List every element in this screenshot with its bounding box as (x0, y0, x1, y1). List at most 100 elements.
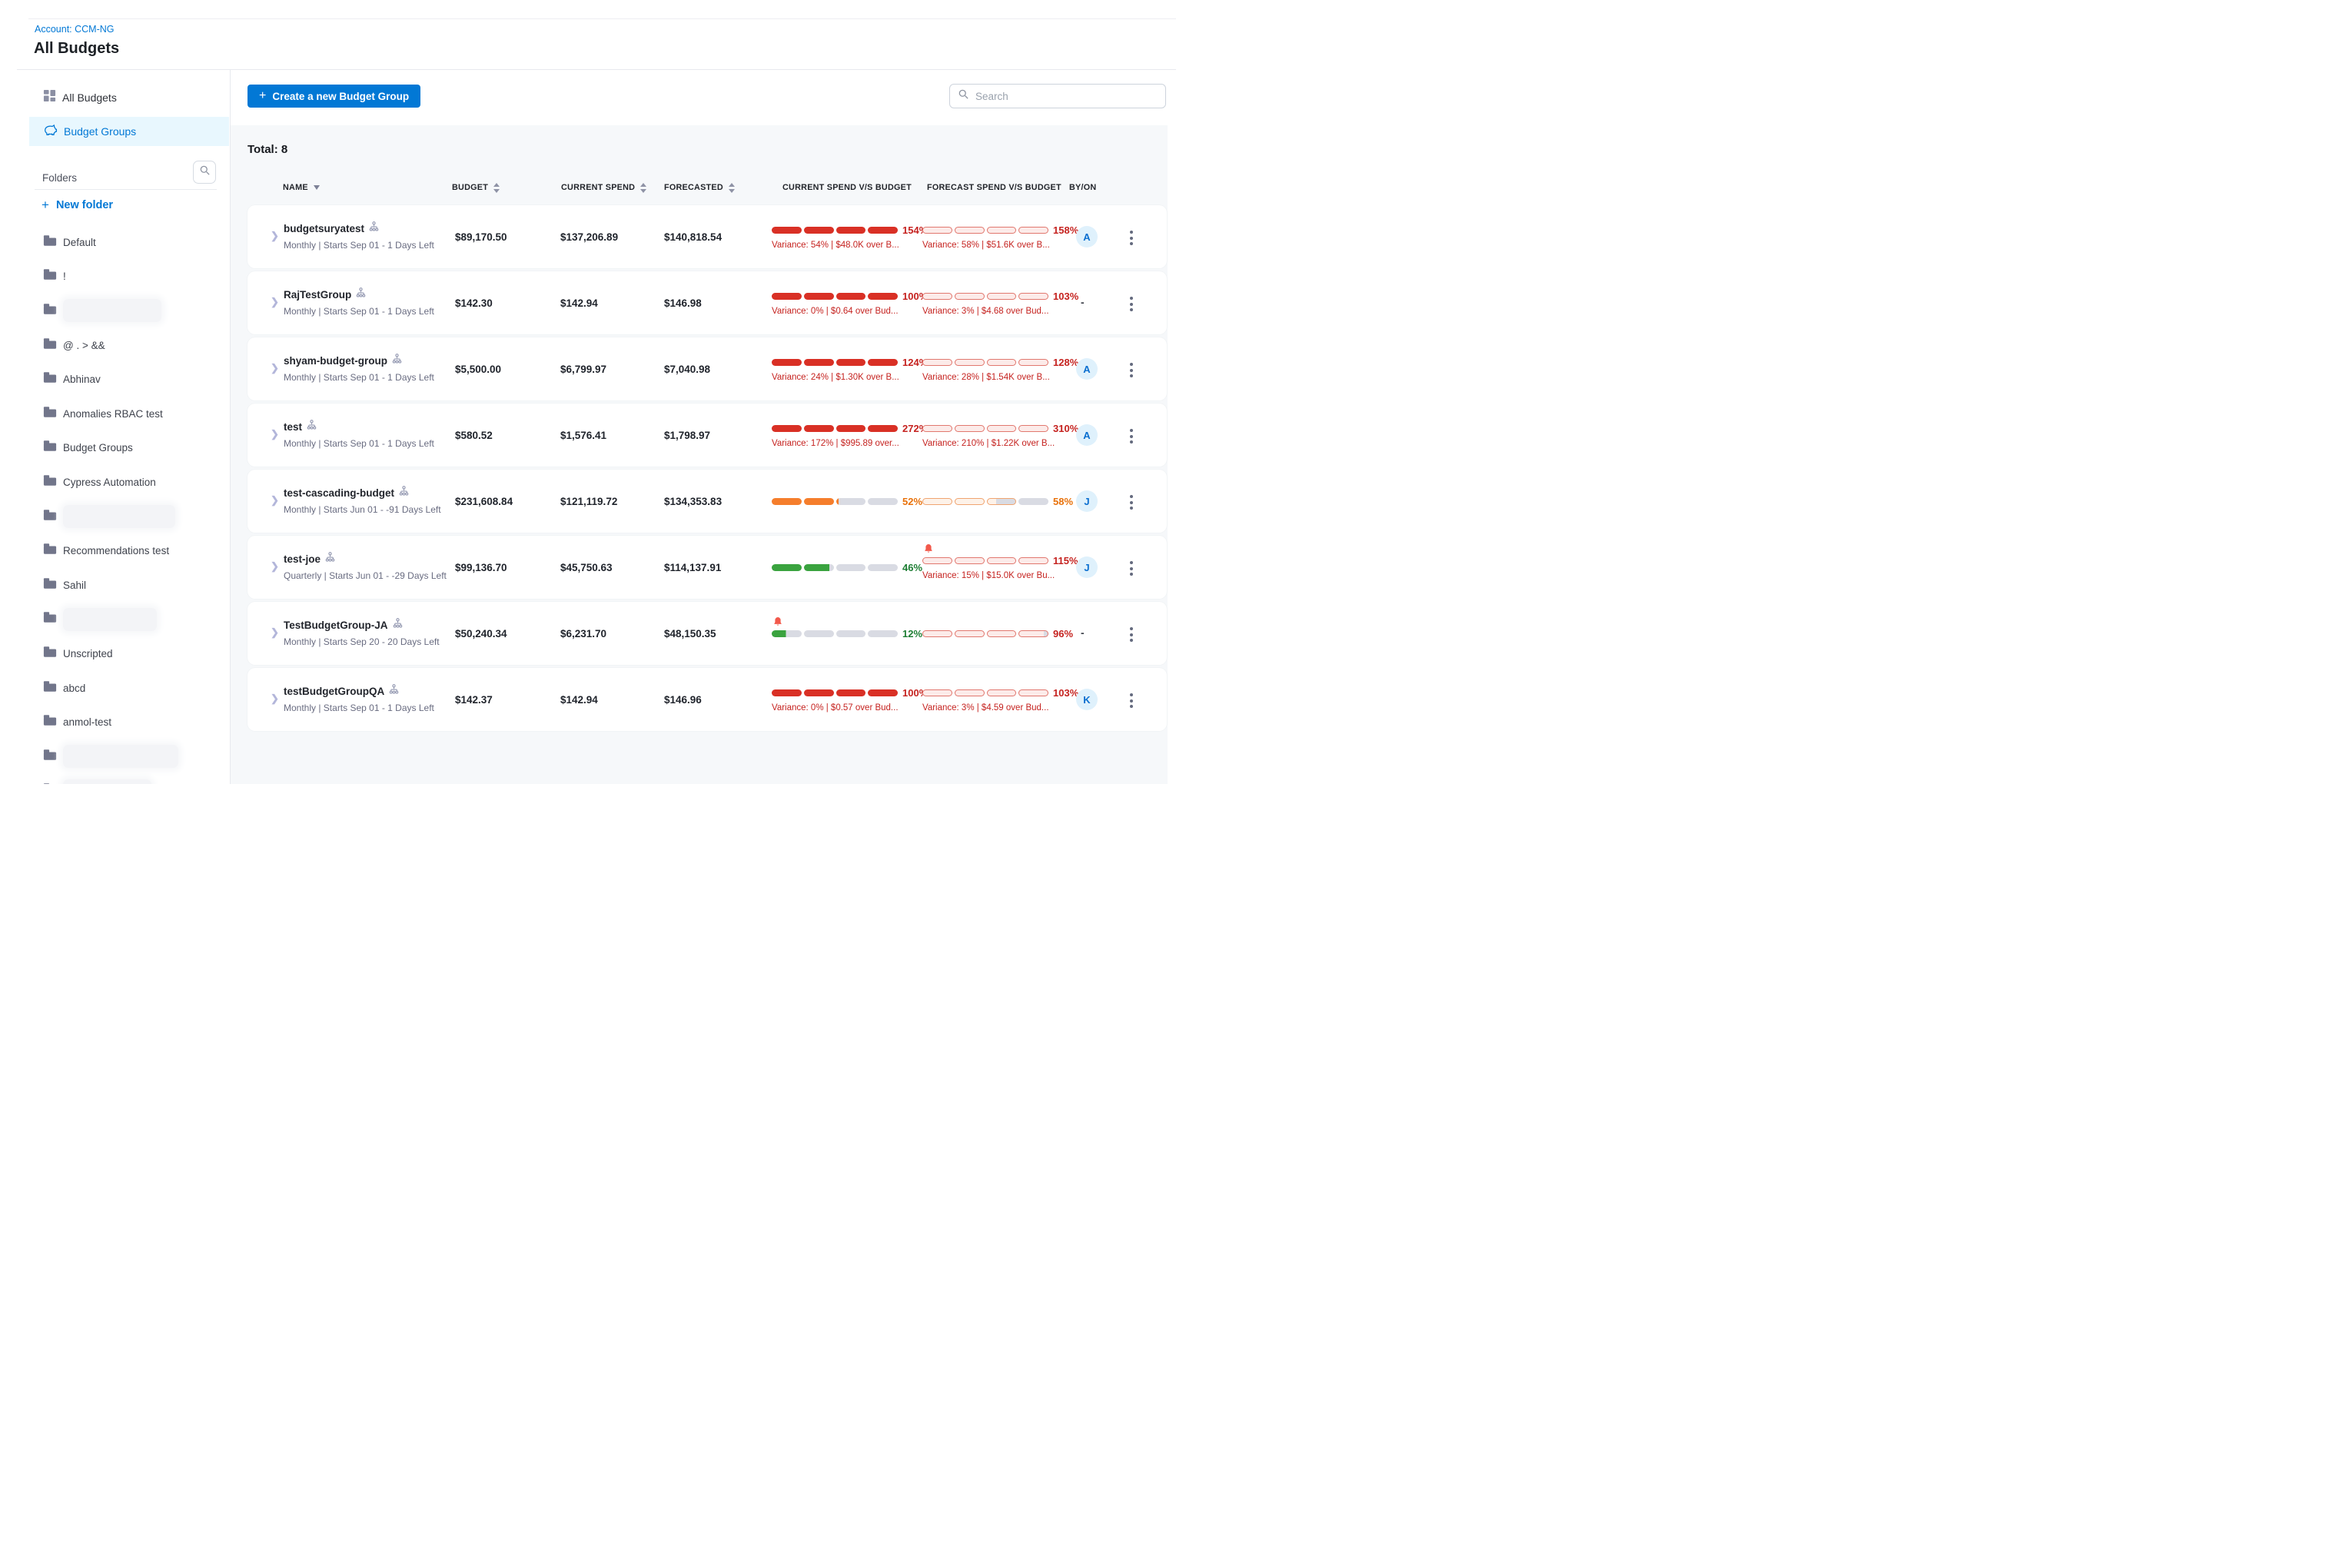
budget-group-name[interactable]: test (284, 421, 302, 433)
folder-item[interactable] (0, 739, 230, 774)
folder-item[interactable]: Budget Groups (0, 431, 230, 466)
column-header-forecast-spend-v-s-budget: FORECAST SPEND V/S BUDGET (927, 183, 1061, 192)
column-header-budget[interactable]: BUDGET (452, 183, 500, 193)
budget-period-details: Monthly | Starts Sep 01 - 1 Days Left (284, 703, 434, 713)
folders-search-button[interactable] (193, 161, 216, 184)
folder-item[interactable]: abcd (0, 671, 230, 706)
folder-item[interactable] (0, 774, 230, 785)
column-header-name[interactable]: NAME (283, 183, 320, 192)
folder-icon (43, 646, 57, 662)
variance-label: Variance: 210% | $1.22K over B... (922, 439, 1085, 448)
avatar: K (1076, 689, 1098, 710)
column-header-label: FORECASTED (664, 183, 723, 192)
table-row[interactable]: ❯test-joeQuarterly | Starts Jun 01 - -29… (247, 536, 1167, 599)
folder-item[interactable]: anmol-test (0, 705, 230, 739)
folder-list: Default! @ . > &&AbhinavAnomalies RBAC te… (0, 225, 230, 784)
chevron-right-icon[interactable]: ❯ (271, 428, 279, 440)
folder-icon (43, 577, 57, 593)
variance-label: Variance: 54% | $48.0K over B... (772, 241, 922, 250)
bar-with-label: 58% (922, 496, 1085, 507)
progress-bar-segment (836, 359, 866, 366)
budget-group-name-line: test-cascading-budget (284, 486, 409, 500)
page-title: All Budgets (34, 40, 119, 58)
folder-item[interactable]: Unscripted (0, 636, 230, 671)
budget-group-name[interactable]: budgetsuryatest (284, 223, 364, 234)
folder-item[interactable]: ! (0, 260, 230, 294)
bar-with-label: 103% (922, 291, 1085, 302)
table-row[interactable]: ❯budgetsuryatestMonthly | Starts Sep 01 … (247, 205, 1167, 268)
row-menu-button[interactable] (1128, 493, 1134, 511)
folder-item[interactable] (0, 603, 230, 637)
budget-group-name[interactable]: shyam-budget-group (284, 355, 387, 367)
progress-bar-segment (955, 293, 985, 300)
chevron-right-icon[interactable]: ❯ (271, 560, 279, 573)
folder-item[interactable]: Cypress Automation (0, 465, 230, 500)
column-header-label: BY/ON (1069, 183, 1096, 192)
sidebar-item-all-budgets[interactable]: All Budgets (0, 86, 229, 109)
table-row[interactable]: ❯shyam-budget-groupMonthly | Starts Sep … (247, 337, 1167, 400)
folder-item[interactable] (0, 294, 230, 328)
row-menu-button[interactable] (1128, 295, 1134, 313)
column-header-current-spend[interactable]: CURRENT SPEND (561, 183, 646, 193)
kebab-dot (1130, 627, 1133, 630)
account-breadcrumb-link[interactable]: Account: CCM-NG (35, 24, 115, 35)
table-row[interactable]: ❯testMonthly | Starts Sep 01 - 1 Days Le… (247, 404, 1167, 467)
column-header-forecasted[interactable]: FORECASTED (664, 183, 735, 193)
budget-group-name[interactable]: TestBudgetGroup-JA (284, 620, 388, 631)
forecast-vs-budget-cell: 115%Variance: 15% | $15.0K over Bu... (922, 536, 1085, 599)
budget-group-name[interactable]: testBudgetGroupQA (284, 686, 384, 697)
chevron-right-icon[interactable]: ❯ (271, 693, 279, 705)
main-panel: Total: 8 NAMEBUDGETCURRENT SPENDFORECAST… (231, 125, 1168, 784)
avatar: A (1076, 226, 1098, 247)
search-input[interactable] (975, 91, 1158, 102)
chevron-right-icon[interactable]: ❯ (271, 626, 279, 639)
bar-with-label: 46% (772, 562, 922, 573)
folder-item[interactable]: Recommendations test (0, 533, 230, 568)
plus-icon: + (259, 90, 266, 102)
progress-bar-segment (836, 498, 866, 505)
row-menu-button[interactable] (1128, 626, 1134, 643)
budget-group-name-line: shyam-budget-group (284, 354, 402, 367)
budget-group-name[interactable]: RajTestGroup (284, 289, 351, 301)
folder-label-redacted (63, 505, 175, 528)
table-row[interactable]: ❯RajTestGroupMonthly | Starts Sep 01 - 1… (247, 271, 1167, 334)
chevron-right-icon[interactable]: ❯ (271, 296, 279, 308)
budget-group-name-line: testBudgetGroupQA (284, 684, 399, 698)
search-box (949, 84, 1166, 108)
progress-bar-segment (868, 359, 898, 366)
folder-item[interactable]: Default (0, 225, 230, 260)
chevron-right-icon[interactable]: ❯ (271, 230, 279, 242)
row-menu-button[interactable] (1128, 229, 1134, 247)
folder-item[interactable]: Sahil (0, 568, 230, 603)
row-menu-button[interactable] (1128, 427, 1134, 445)
folder-item[interactable]: Anomalies RBAC test (0, 397, 230, 431)
budget-group-name-line: RajTestGroup (284, 287, 366, 301)
chevron-right-icon[interactable]: ❯ (271, 494, 279, 507)
bar-with-label: 52% (772, 496, 922, 507)
table-row[interactable]: ❯TestBudgetGroup-JAMonthly | Starts Sep … (247, 602, 1167, 665)
sidebar-item-budget-groups[interactable]: Budget Groups (29, 117, 229, 146)
forecast-vs-budget-cell: 158%Variance: 58% | $51.6K over B... (922, 205, 1085, 268)
table-row[interactable]: ❯ testBudgetGroupQA Monthly | Starts Sep 0… (247, 668, 1167, 731)
column-header-label: CURRENT SPEND V/S BUDGET (782, 183, 912, 192)
progress-bar-segment (955, 227, 985, 234)
folder-item[interactable] (0, 500, 230, 534)
kebab-dot (1130, 363, 1133, 366)
progress-bar-segment (922, 689, 952, 696)
folder-item[interactable]: Abhinav (0, 362, 230, 397)
create-budget-group-button[interactable]: + Create a new Budget Group (247, 85, 420, 108)
row-menu-button[interactable] (1128, 560, 1134, 577)
folder-label: Sahil (63, 580, 86, 591)
row-menu-button[interactable] (1128, 361, 1134, 379)
folder-label: anmol-test (63, 716, 111, 728)
budget-group-name[interactable]: test-joe (284, 553, 321, 565)
folder-item[interactable]: @ . > && (0, 328, 230, 363)
progress-bar-segment (836, 564, 866, 571)
new-folder-button[interactable]: + New folder (42, 198, 113, 211)
chevron-right-icon[interactable]: ❯ (271, 362, 279, 374)
progress-bar (922, 689, 1048, 696)
sort-up-arrow (640, 183, 646, 187)
budget-group-name[interactable]: test-cascading-budget (284, 487, 394, 499)
row-menu-button[interactable] (1128, 692, 1134, 709)
table-row[interactable]: ❯test-cascading-budgetMonthly | Starts J… (247, 470, 1167, 533)
